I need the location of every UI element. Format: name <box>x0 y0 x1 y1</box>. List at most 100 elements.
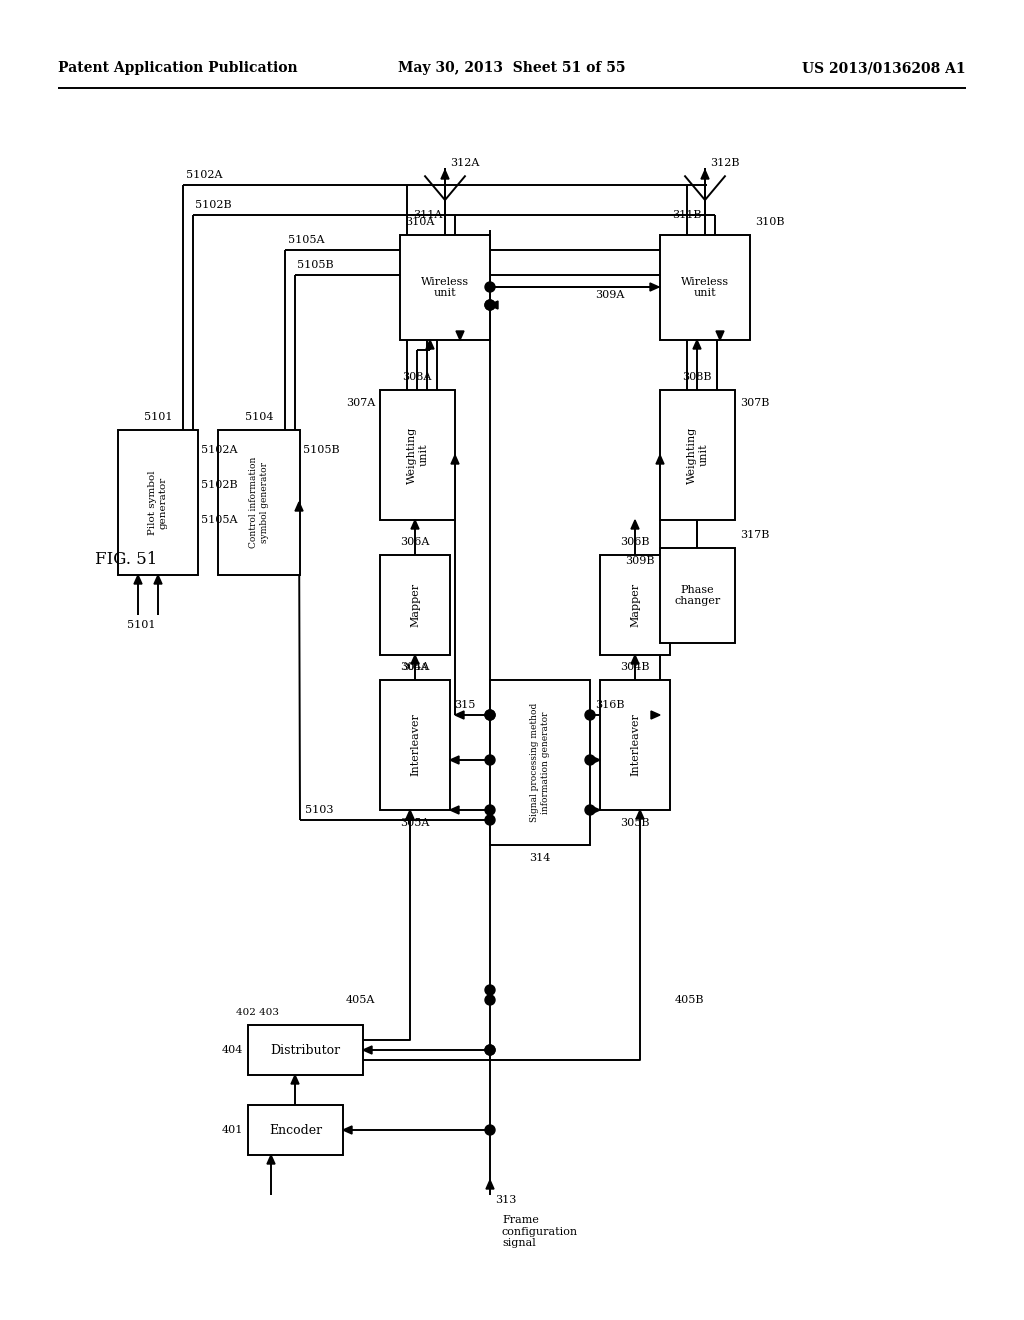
Text: 5102B: 5102B <box>195 201 231 210</box>
Polygon shape <box>591 756 600 764</box>
Text: 304B: 304B <box>621 663 650 672</box>
Text: Patent Application Publication: Patent Application Publication <box>58 61 298 75</box>
Text: 306B: 306B <box>621 537 650 546</box>
Bar <box>248 1105 343 1155</box>
Text: Weighting
unit: Weighting unit <box>407 426 428 483</box>
Polygon shape <box>486 1180 494 1189</box>
Text: Interleaver: Interleaver <box>410 714 420 776</box>
Circle shape <box>485 985 495 995</box>
Circle shape <box>585 805 595 814</box>
Polygon shape <box>656 455 664 465</box>
Bar <box>380 389 455 520</box>
Polygon shape <box>291 1074 299 1084</box>
Text: 314: 314 <box>529 853 551 863</box>
Text: 405A: 405A <box>346 995 375 1005</box>
Bar <box>660 235 750 341</box>
Polygon shape <box>489 301 498 309</box>
Text: 310B: 310B <box>755 216 784 227</box>
Bar <box>660 548 735 643</box>
Text: Weighting
unit: Weighting unit <box>687 426 709 483</box>
Text: 308B: 308B <box>682 372 712 381</box>
Polygon shape <box>591 807 600 814</box>
Text: 5105A: 5105A <box>201 515 238 525</box>
Polygon shape <box>636 810 644 818</box>
Circle shape <box>485 300 495 310</box>
Text: 313: 313 <box>495 1195 516 1205</box>
Polygon shape <box>456 331 464 341</box>
Text: 404: 404 <box>221 1045 243 1055</box>
Circle shape <box>485 710 495 719</box>
Circle shape <box>485 1045 495 1055</box>
Bar <box>218 430 300 576</box>
Text: Signal processing method
information generator: Signal processing method information gen… <box>530 702 550 822</box>
Text: 5101: 5101 <box>127 620 155 630</box>
Circle shape <box>485 805 495 814</box>
Circle shape <box>485 710 495 719</box>
Polygon shape <box>406 810 414 818</box>
Text: 401: 401 <box>221 1125 243 1135</box>
Text: 402 403: 402 403 <box>236 1008 279 1016</box>
Text: Wireless
unit: Wireless unit <box>421 277 469 298</box>
Text: Frame
configuration
signal: Frame configuration signal <box>502 1214 579 1249</box>
Text: 316B: 316B <box>595 700 625 710</box>
Text: Wireless
unit: Wireless unit <box>681 277 729 298</box>
Text: Mapper: Mapper <box>630 583 640 627</box>
Polygon shape <box>441 170 449 180</box>
Text: Phase
changer: Phase changer <box>675 585 721 606</box>
Text: 307B: 307B <box>740 399 769 408</box>
Text: FIG. 51: FIG. 51 <box>95 552 158 569</box>
Text: 315: 315 <box>455 700 476 710</box>
Text: 305A: 305A <box>400 818 430 828</box>
Text: Distributor: Distributor <box>270 1044 341 1056</box>
Polygon shape <box>716 331 724 341</box>
Text: Control information
symbol generator: Control information symbol generator <box>249 457 268 548</box>
Polygon shape <box>451 455 459 465</box>
Circle shape <box>485 1045 495 1055</box>
Text: 312A: 312A <box>450 158 479 168</box>
Polygon shape <box>631 520 639 529</box>
Polygon shape <box>267 1155 275 1164</box>
Text: 5102B: 5102B <box>201 480 238 490</box>
Text: 5102A: 5102A <box>186 170 222 180</box>
Circle shape <box>485 755 495 766</box>
Bar <box>118 430 198 576</box>
Polygon shape <box>631 655 639 664</box>
Circle shape <box>485 814 495 825</box>
Bar <box>380 680 450 810</box>
Text: 5104: 5104 <box>245 412 273 422</box>
Text: 5101: 5101 <box>143 412 172 422</box>
Polygon shape <box>450 756 459 764</box>
Text: Interleaver: Interleaver <box>630 714 640 776</box>
Polygon shape <box>134 576 142 583</box>
Text: 305B: 305B <box>621 818 650 828</box>
Circle shape <box>485 282 495 292</box>
Text: Encoder: Encoder <box>269 1123 323 1137</box>
Text: 5105A: 5105A <box>288 235 325 246</box>
Text: May 30, 2013  Sheet 51 of 55: May 30, 2013 Sheet 51 of 55 <box>398 61 626 75</box>
Text: 5103: 5103 <box>305 805 334 814</box>
Circle shape <box>485 995 495 1005</box>
Polygon shape <box>411 520 419 529</box>
Polygon shape <box>154 576 162 583</box>
Bar <box>380 554 450 655</box>
Text: 307A: 307A <box>346 399 375 408</box>
Bar <box>600 680 670 810</box>
Text: 311B: 311B <box>673 210 702 220</box>
Circle shape <box>485 300 495 310</box>
Polygon shape <box>362 1045 372 1053</box>
Text: US 2013/0136208 A1: US 2013/0136208 A1 <box>803 61 966 75</box>
Text: 311A: 311A <box>413 210 442 220</box>
Circle shape <box>585 755 595 766</box>
Text: 312B: 312B <box>710 158 739 168</box>
Text: 5105B: 5105B <box>297 260 334 271</box>
Text: 317B: 317B <box>740 531 769 540</box>
Circle shape <box>585 710 595 719</box>
Circle shape <box>485 1125 495 1135</box>
Text: 306A: 306A <box>400 537 430 546</box>
Bar <box>660 389 735 520</box>
Polygon shape <box>411 655 419 664</box>
Text: 305A: 305A <box>402 663 428 672</box>
Polygon shape <box>701 170 709 180</box>
Polygon shape <box>450 807 459 814</box>
Polygon shape <box>693 341 701 348</box>
